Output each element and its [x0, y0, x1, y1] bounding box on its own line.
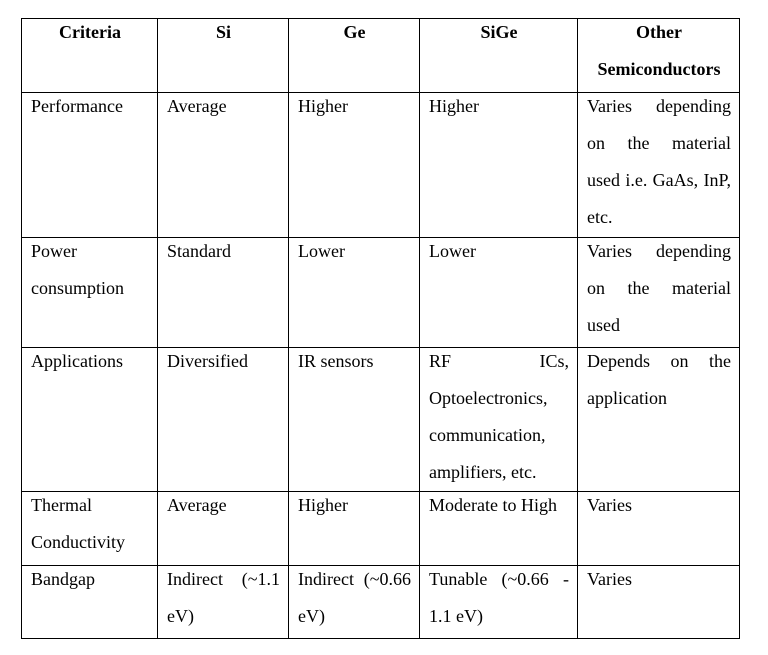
table-cell: Performance	[21, 92, 158, 238]
cell-text: Tunable (~0.66 - 1.1 eV)	[429, 569, 569, 626]
cell-text: Depends on the application	[587, 351, 731, 408]
table-cell: Diversified	[157, 347, 289, 492]
cell-text: Diversified	[167, 351, 248, 371]
cell-text: Higher	[298, 495, 348, 515]
comparison-table: Criteria Si Ge SiGe Other Semiconductors Per…	[21, 18, 740, 639]
cell-text: Criteria	[59, 22, 121, 42]
table-cell: Lower	[288, 237, 420, 348]
table-cell: Varies	[577, 491, 740, 566]
table-cell: Average	[157, 92, 289, 238]
cell-text: Thermal Conductivity	[31, 495, 125, 552]
cell-text: Indirect (~0.66 eV)	[298, 569, 411, 626]
cell-text: Average	[167, 96, 227, 116]
cell-text: Higher	[298, 96, 348, 116]
cell-text: Bandgap	[31, 569, 95, 589]
table-cell: Tunable (~0.66 - 1.1 eV)	[419, 565, 578, 639]
header-cell: Criteria	[21, 18, 158, 93]
table-cell: Varies depending on the material used i.…	[577, 92, 740, 238]
table-cell: Applications	[21, 347, 158, 492]
cell-text: SiGe	[480, 22, 518, 42]
table-cell: Moderate to High	[419, 491, 578, 566]
table-cell: Indirect (~1.1 eV)	[157, 565, 289, 639]
cell-text: Varies depending on the material used i.…	[587, 96, 731, 227]
cell-text: Varies depending on the material used	[587, 241, 731, 335]
cell-text: Standard	[167, 241, 231, 261]
cell-text: Performance	[31, 96, 123, 116]
table-row: Bandgap Indirect (~1.1 eV) Indirect (~0.66…	[21, 565, 740, 639]
header-row: Criteria Si Ge SiGe Other Semiconductors	[21, 18, 740, 93]
cell-text: Indirect (~1.1 eV)	[167, 569, 280, 626]
table-cell: Higher	[419, 92, 578, 238]
table-cell: IR sensors	[288, 347, 420, 492]
table-cell: Average	[157, 491, 289, 566]
table-row: Applications Diversified IR sensors RF ICs,…	[21, 347, 740, 492]
cell-text: Varies	[587, 569, 632, 589]
table-row: Performance Average Higher Higher Varies dep…	[21, 92, 740, 238]
cell-text: Other Semiconductors	[597, 22, 721, 79]
cell-text: Applications	[31, 351, 123, 371]
table-cell: RF ICs, Optoelectronics, communication, …	[419, 347, 578, 492]
table-cell: Power consumption	[21, 237, 158, 348]
cell-text: Lower	[429, 241, 476, 261]
table-cell: Indirect (~0.66 eV)	[288, 565, 420, 639]
cell-text: Higher	[429, 96, 479, 116]
table-cell: Bandgap	[21, 565, 158, 639]
table-cell: Higher	[288, 491, 420, 566]
cell-text: Si	[215, 22, 231, 42]
table-cell: Standard	[157, 237, 289, 348]
cell-text: Average	[167, 495, 227, 515]
cell-text: Power consumption	[31, 241, 124, 298]
cell-text: Moderate to High	[429, 495, 557, 515]
table-cell: Thermal Conductivity	[21, 491, 158, 566]
cell-text: Ge	[343, 22, 366, 42]
header-cell: Si	[157, 18, 289, 93]
table-row: Thermal Conductivity Average Higher Moderat…	[21, 491, 740, 566]
header-cell: Other Semiconductors	[577, 18, 740, 93]
table-cell: Varies	[577, 565, 740, 639]
table-cell: Higher	[288, 92, 420, 238]
table-cell: Depends on the application	[577, 347, 740, 492]
cell-text: IR sensors	[298, 351, 374, 371]
table-cell: Varies depending on the material used	[577, 237, 740, 348]
table-cell: Lower	[419, 237, 578, 348]
table-row: Power consumption Standard Lower Lower Varie…	[21, 237, 740, 348]
header-cell: Ge	[288, 18, 420, 93]
header-cell: SiGe	[419, 18, 578, 93]
cell-text: RF ICs, Optoelectronics, communication, …	[429, 351, 569, 482]
cell-text: Lower	[298, 241, 345, 261]
cell-text: Varies	[587, 495, 632, 515]
